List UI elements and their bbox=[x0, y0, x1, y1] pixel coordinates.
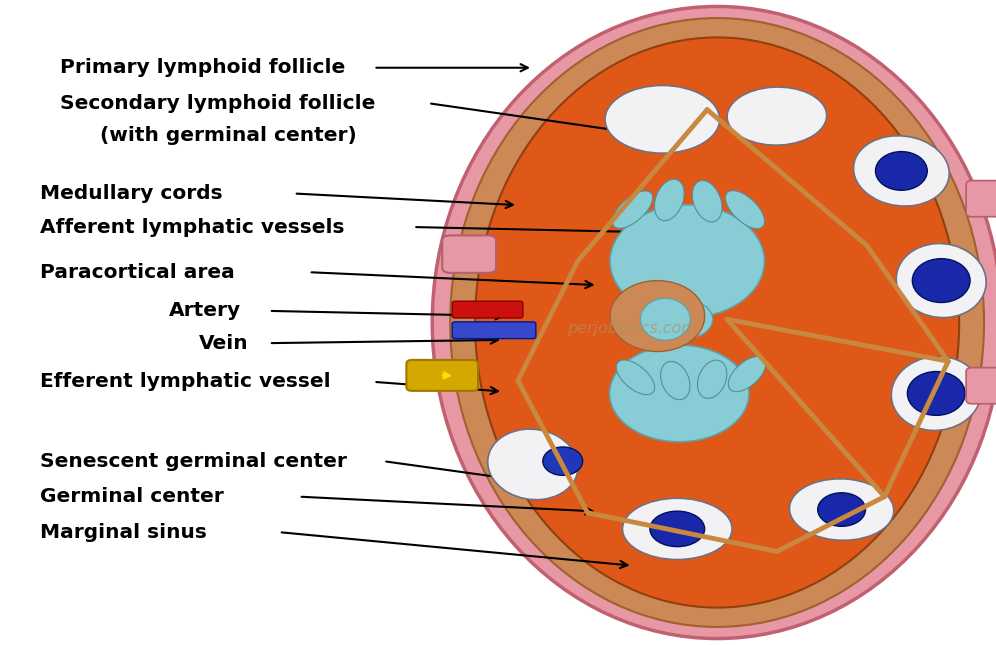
Ellipse shape bbox=[896, 244, 986, 317]
FancyBboxPatch shape bbox=[406, 360, 478, 391]
Ellipse shape bbox=[728, 357, 766, 392]
Ellipse shape bbox=[907, 372, 965, 415]
Text: Secondary lymphoid follicle: Secondary lymphoid follicle bbox=[60, 94, 375, 113]
Ellipse shape bbox=[475, 37, 959, 608]
Ellipse shape bbox=[660, 361, 690, 400]
FancyBboxPatch shape bbox=[452, 301, 523, 318]
Text: Germinal center: Germinal center bbox=[40, 487, 223, 506]
Ellipse shape bbox=[610, 281, 705, 352]
Text: Paracortical area: Paracortical area bbox=[40, 263, 235, 282]
Ellipse shape bbox=[692, 181, 722, 222]
Ellipse shape bbox=[891, 357, 981, 430]
Text: Senescent germinal center: Senescent germinal center bbox=[40, 451, 347, 471]
Ellipse shape bbox=[617, 360, 654, 395]
Text: (with germinal center): (with germinal center) bbox=[100, 126, 357, 145]
Ellipse shape bbox=[488, 429, 578, 500]
FancyBboxPatch shape bbox=[966, 181, 996, 217]
Text: Primary lymphoid follicle: Primary lymphoid follicle bbox=[60, 58, 345, 77]
Ellipse shape bbox=[610, 205, 765, 318]
Ellipse shape bbox=[912, 259, 970, 303]
FancyBboxPatch shape bbox=[442, 235, 496, 273]
Ellipse shape bbox=[697, 360, 727, 399]
Ellipse shape bbox=[818, 493, 866, 526]
Ellipse shape bbox=[725, 191, 765, 228]
Ellipse shape bbox=[649, 511, 704, 547]
Ellipse shape bbox=[432, 6, 996, 639]
Ellipse shape bbox=[657, 300, 712, 339]
Ellipse shape bbox=[854, 135, 949, 206]
Ellipse shape bbox=[606, 86, 719, 154]
Ellipse shape bbox=[450, 18, 984, 627]
FancyBboxPatch shape bbox=[966, 368, 996, 404]
Ellipse shape bbox=[622, 498, 732, 560]
Ellipse shape bbox=[543, 447, 583, 475]
Text: Medullary cords: Medullary cords bbox=[40, 184, 222, 203]
Text: Artery: Artery bbox=[169, 301, 241, 321]
Ellipse shape bbox=[640, 298, 690, 340]
Ellipse shape bbox=[610, 345, 749, 442]
Ellipse shape bbox=[727, 87, 827, 145]
Text: Afferent lymphatic vessels: Afferent lymphatic vessels bbox=[40, 217, 345, 237]
Text: Marginal sinus: Marginal sinus bbox=[40, 522, 207, 542]
Ellipse shape bbox=[654, 179, 684, 221]
Ellipse shape bbox=[790, 479, 893, 541]
Ellipse shape bbox=[613, 191, 652, 228]
Text: perjobasics.com: perjobasics.com bbox=[568, 321, 697, 337]
FancyBboxPatch shape bbox=[452, 322, 536, 339]
Text: Vein: Vein bbox=[199, 333, 249, 353]
Ellipse shape bbox=[875, 152, 927, 190]
Text: Efferent lymphatic vessel: Efferent lymphatic vessel bbox=[40, 372, 331, 392]
